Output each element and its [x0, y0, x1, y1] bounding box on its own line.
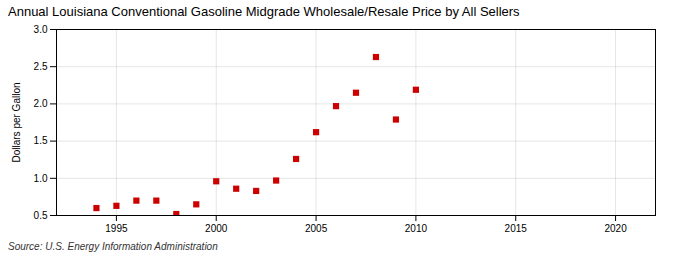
svg-text:2020: 2020 — [604, 223, 627, 234]
svg-text:2.5: 2.5 — [34, 61, 48, 72]
svg-text:2005: 2005 — [305, 223, 328, 234]
html-text:Annual Louisiana Conventional: Annual Louisiana Conventional Gasoline M… — [8, 4, 520, 19]
html-text:Source: U.S. Energy Informatio: Source: U.S. Energy Information Administ… — [8, 241, 218, 252]
svg-text:1.5: 1.5 — [34, 135, 48, 146]
svg-text:1.0: 1.0 — [34, 173, 48, 184]
svg-text:2000: 2000 — [205, 223, 228, 234]
svg-text:2.0: 2.0 — [34, 98, 48, 109]
svg-text:1995: 1995 — [105, 223, 128, 234]
svg-text:0.5: 0.5 — [34, 210, 48, 221]
svg-text:3.0: 3.0 — [34, 24, 48, 35]
svg-text:2010: 2010 — [405, 223, 428, 234]
svg-text:Dollars per Gallon: Dollars per Gallon — [11, 82, 22, 162]
svg-text:2015: 2015 — [505, 223, 528, 234]
